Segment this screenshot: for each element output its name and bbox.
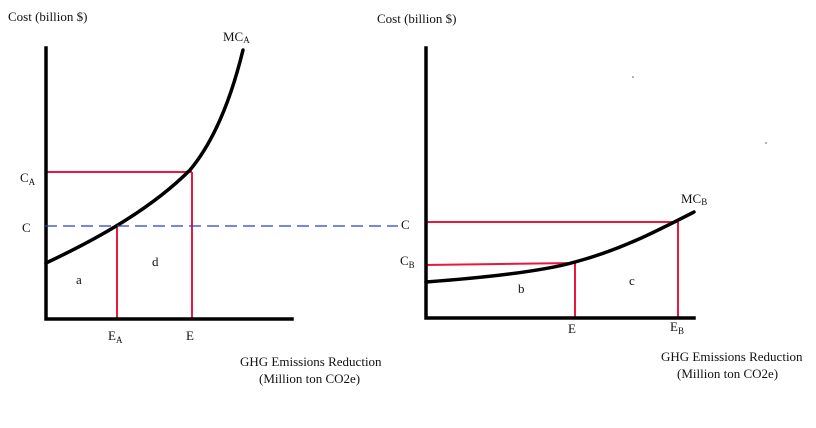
left-region-d: d bbox=[152, 254, 159, 269]
left-y-axis-label: Cost (billion $) bbox=[8, 9, 87, 24]
left-tick-e: E bbox=[186, 328, 194, 343]
right-mc-b-curve bbox=[424, 210, 696, 284]
left-axes bbox=[44, 46, 294, 321]
right-axes bbox=[424, 46, 696, 320]
left-x-axis-label-line1: GHG Emissions Reduction bbox=[240, 354, 382, 369]
right-x-axis-label-line2: (Million ton CO2e) bbox=[677, 366, 778, 381]
left-panel: Cost (billion $) MCA CA C EA E a d GHG E… bbox=[8, 9, 382, 386]
right-region-c: c bbox=[629, 273, 635, 288]
right-tick-eb: EB bbox=[670, 319, 684, 336]
right-mc-label: MCB bbox=[681, 191, 707, 207]
left-mc-a-curve bbox=[44, 48, 245, 265]
left-region-a: a bbox=[76, 272, 82, 287]
left-mc-label: MCA bbox=[223, 29, 250, 45]
right-region-b: b bbox=[518, 281, 525, 296]
right-tick-e: E bbox=[568, 321, 576, 336]
stray-dot bbox=[632, 76, 634, 78]
left-tick-ca: CA bbox=[20, 170, 36, 187]
left-tick-ea: EA bbox=[108, 328, 123, 345]
right-y-axis-label: Cost (billion $) bbox=[377, 11, 456, 26]
right-panel: Cost (billion $) MCB C CB E EB b c GHG E… bbox=[377, 11, 803, 381]
right-tick-c: C bbox=[401, 217, 410, 232]
right-tick-cb: CB bbox=[400, 253, 415, 270]
left-x-axis-label-line2: (Million ton CO2e) bbox=[259, 371, 360, 386]
right-x-axis-label-line1: GHG Emissions Reduction bbox=[661, 349, 803, 364]
right-cb-horizontal-guide bbox=[424, 262, 576, 266]
stray-dot bbox=[765, 142, 767, 144]
left-tick-c: C bbox=[22, 220, 31, 235]
